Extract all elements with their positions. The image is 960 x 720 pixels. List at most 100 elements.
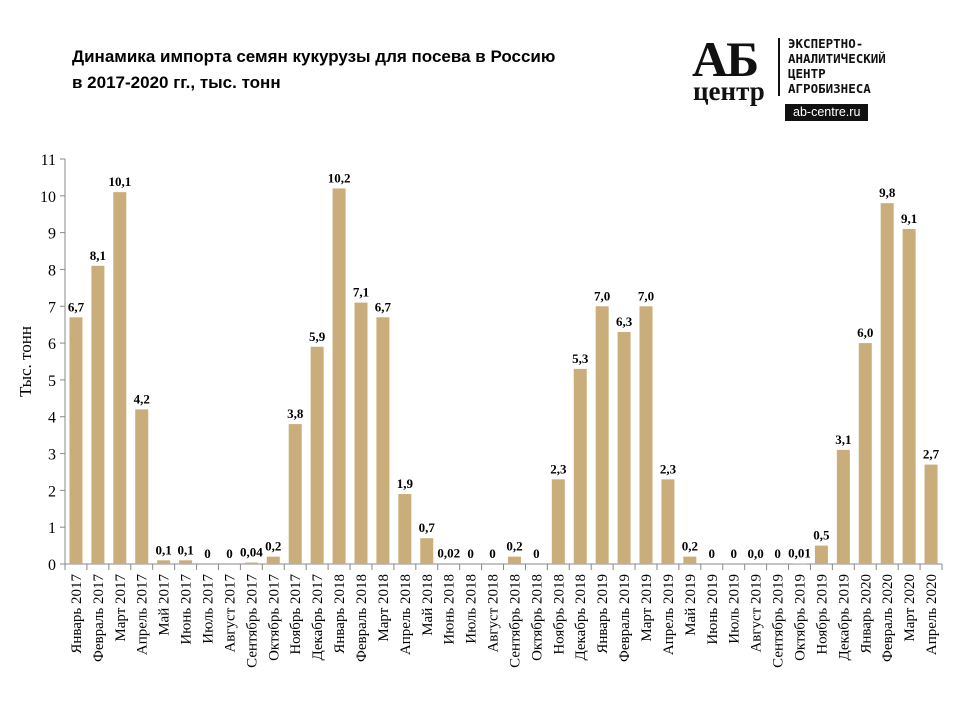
- bar: [420, 538, 434, 564]
- data-label: 9,8: [879, 185, 896, 200]
- x-tick-label: Октябрь 2017: [266, 574, 282, 661]
- bar: [639, 306, 653, 564]
- bar: [573, 368, 587, 564]
- bar: [595, 306, 609, 564]
- data-label: 6,7: [68, 299, 85, 314]
- bar: [442, 563, 456, 564]
- bar: [814, 545, 828, 564]
- data-label: 5,3: [572, 351, 589, 366]
- bar: [507, 556, 521, 564]
- x-tick-label: Июнь 2018: [442, 574, 458, 645]
- bar: [902, 228, 916, 565]
- logo-line: АГРОБИЗНЕСА: [788, 81, 871, 96]
- data-label: 10,2: [328, 170, 351, 185]
- x-tick-label: Январь 2019: [595, 574, 611, 654]
- x-tick-label: Август 2019: [749, 574, 765, 653]
- x-tick-label: Октябрь 2019: [792, 574, 808, 661]
- data-label: 0: [489, 546, 496, 561]
- data-label: 0,7: [419, 520, 436, 535]
- logo-line: ЭКСПЕРТНО-: [788, 36, 864, 51]
- ab-centre-logo: АБ центр ЭКСПЕРТНО- АНАЛИТИЧЕСКИЙ ЦЕНТР …: [690, 31, 935, 126]
- x-tick-label: Июнь 2019: [705, 574, 721, 645]
- logo-mark: АБ: [692, 31, 759, 87]
- chart-title-line-1: Динамика импорта семян кукурузы для посе…: [72, 47, 556, 66]
- x-tick-label: Июль 2018: [464, 574, 480, 644]
- bar: [683, 556, 697, 564]
- data-label: 0,1: [156, 542, 172, 557]
- data-label: 0,2: [265, 539, 281, 554]
- data-label: 0,2: [506, 539, 522, 554]
- y-tick-label: 8: [48, 262, 56, 279]
- data-label: 0: [467, 546, 474, 561]
- x-tick-label: Сентябрь 2017: [244, 574, 260, 668]
- x-tick-label: Февраль 2018: [354, 574, 370, 662]
- data-label: 2,3: [660, 461, 677, 476]
- data-label: 3,1: [835, 432, 851, 447]
- x-tick-label: Сентябрь 2019: [771, 574, 787, 668]
- bar: [398, 494, 412, 564]
- data-label: 0: [774, 546, 781, 561]
- data-label: 0: [709, 546, 716, 561]
- data-label: 0,04: [240, 545, 263, 560]
- x-tick-label: Май 2019: [683, 574, 699, 636]
- logo-word: центр: [693, 76, 765, 106]
- y-tick-label: 3: [48, 447, 56, 464]
- x-tick-label: Май 2018: [420, 574, 436, 636]
- x-tick-label: Июль 2019: [727, 574, 743, 644]
- data-label: 1,9: [397, 476, 414, 491]
- data-label: 7,0: [594, 288, 610, 303]
- bar: [617, 332, 631, 564]
- data-label: 6,0: [857, 325, 873, 340]
- y-tick-label: 5: [48, 373, 56, 390]
- y-tick-label: 0: [48, 557, 56, 574]
- bar: [69, 317, 83, 564]
- y-tick-label: 1: [48, 520, 56, 537]
- x-tick-label: Апрель 2017: [135, 574, 151, 656]
- data-label: 2,3: [550, 461, 567, 476]
- bar: [376, 317, 390, 564]
- x-tick-label: Апрель 2020: [924, 574, 940, 655]
- x-tick-label: Март 2019: [639, 574, 655, 642]
- bar: [179, 560, 193, 564]
- y-tick-label: 9: [48, 226, 56, 243]
- x-tick-label: Апрель 2019: [661, 574, 677, 655]
- y-tick-label: 2: [48, 483, 56, 500]
- bar: [836, 449, 850, 564]
- y-tick-label: 7: [48, 299, 56, 316]
- data-label: 7,1: [353, 285, 369, 300]
- data-label: 6,7: [375, 299, 392, 314]
- y-tick-label: 6: [48, 336, 56, 353]
- bar: [551, 479, 565, 564]
- x-tick-label: Июнь 2017: [179, 574, 195, 645]
- x-tick-label: Ноябрь 2018: [551, 574, 567, 655]
- x-tick-label: Октябрь 2018: [529, 574, 545, 661]
- data-label: 2,7: [923, 447, 940, 462]
- logo-line: ЦЕНТР: [788, 66, 826, 81]
- x-tick-label: Январь 2017: [69, 574, 85, 654]
- data-label: 5,9: [309, 329, 326, 344]
- bar: [310, 346, 324, 564]
- bar: [924, 464, 938, 564]
- bar: [858, 343, 872, 564]
- data-label: 0,0: [748, 546, 764, 561]
- data-label: 6,3: [616, 314, 633, 329]
- bar: [288, 424, 302, 564]
- data-label: 9,1: [901, 211, 917, 226]
- data-label: 8,1: [90, 248, 106, 263]
- data-label: 3,8: [287, 406, 304, 421]
- x-tick-label: Январь 2018: [332, 574, 348, 654]
- bar: [244, 562, 258, 564]
- x-tick-label: Февраль 2019: [617, 574, 633, 662]
- x-tick-label: Ноябрь 2017: [288, 574, 304, 655]
- chart-title: Динамика импорта семян кукурузы для посе…: [72, 44, 555, 96]
- x-tick-label: Декабрь 2019: [836, 574, 852, 661]
- x-tick-label: Август 2018: [486, 574, 502, 653]
- bar: [113, 192, 127, 565]
- logo-text: ЭКСПЕРТНО- АНАЛИТИЧЕСКИЙ ЦЕНТР АГРОБИЗНЕ…: [788, 36, 886, 96]
- data-label: 0: [204, 546, 211, 561]
- data-label: 4,2: [134, 391, 150, 406]
- bar: [880, 203, 894, 564]
- data-label: 0,1: [177, 542, 193, 557]
- x-tick-label: Май 2017: [157, 574, 173, 636]
- y-tick-label: 11: [41, 152, 56, 169]
